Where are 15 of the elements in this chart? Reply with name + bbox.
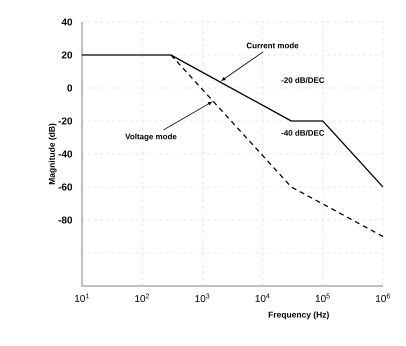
y-tick-label: 20 (62, 51, 72, 59)
x-tick-label: 10$^{1}$ (75, 294, 89, 302)
y-axis-title: Magnitude (dB) (48, 124, 57, 184)
y-tick-label: -80 (58, 216, 72, 224)
x-tick-label: 10$^{2}$ (135, 294, 150, 302)
x-tick-label: 10$^{6}$ (376, 294, 390, 302)
y-tick-label: -60 (58, 183, 72, 191)
y-tick-label: -40 (58, 150, 72, 158)
x-tick-label: 10$^{5}$ (316, 294, 330, 302)
y-tick-label: 40 (62, 18, 72, 26)
x-axis-title: Frequency (Hz) (268, 311, 329, 320)
x-tick-label: 10$^{3}$ (195, 294, 210, 302)
x-tick-label: 10$^{4}$ (256, 294, 270, 302)
y-tick-label: 0 (67, 84, 72, 92)
y-tick-label: -20 (58, 117, 72, 125)
